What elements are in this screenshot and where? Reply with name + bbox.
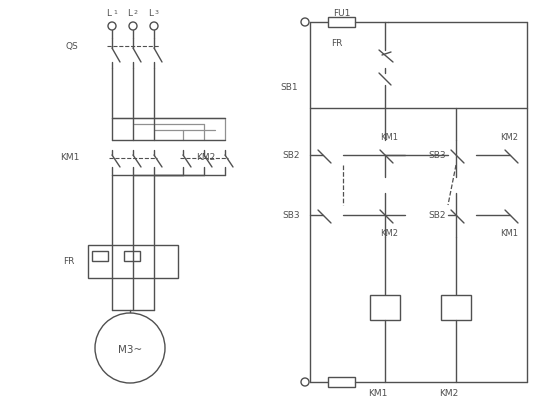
Text: SB2: SB2 — [428, 210, 445, 219]
Text: KM1: KM1 — [368, 389, 388, 398]
Text: 2: 2 — [134, 9, 138, 15]
Text: KM1: KM1 — [60, 153, 80, 162]
Text: FU1: FU1 — [333, 9, 350, 18]
Circle shape — [95, 313, 165, 383]
Bar — [441, 295, 471, 320]
Bar — [370, 295, 400, 320]
Bar — [328, 17, 355, 27]
Text: FR: FR — [331, 39, 343, 48]
Text: KM1: KM1 — [380, 133, 398, 142]
Text: KM2: KM2 — [196, 153, 215, 162]
Bar — [124, 251, 140, 261]
Text: SB3: SB3 — [428, 151, 446, 160]
Text: SB1: SB1 — [280, 83, 298, 92]
Text: L: L — [148, 9, 153, 18]
Text: KM2: KM2 — [380, 228, 398, 238]
Text: M3~: M3~ — [118, 345, 142, 355]
Text: L: L — [127, 9, 132, 18]
Text: KM2: KM2 — [439, 389, 458, 398]
Text: L: L — [106, 9, 111, 18]
Circle shape — [108, 22, 116, 30]
Circle shape — [129, 22, 137, 30]
Circle shape — [301, 378, 309, 386]
Text: 3: 3 — [155, 9, 159, 15]
Circle shape — [301, 18, 309, 26]
Bar — [88, 245, 178, 278]
Text: 1: 1 — [113, 9, 117, 15]
Text: SB2: SB2 — [282, 151, 300, 160]
Text: QS: QS — [65, 42, 78, 50]
Text: KM1: KM1 — [500, 228, 518, 238]
Text: FR: FR — [63, 256, 74, 265]
Circle shape — [150, 22, 158, 30]
Bar — [92, 251, 108, 261]
Text: SB3: SB3 — [282, 210, 300, 219]
Text: KM2: KM2 — [500, 133, 518, 142]
Bar — [328, 377, 355, 387]
